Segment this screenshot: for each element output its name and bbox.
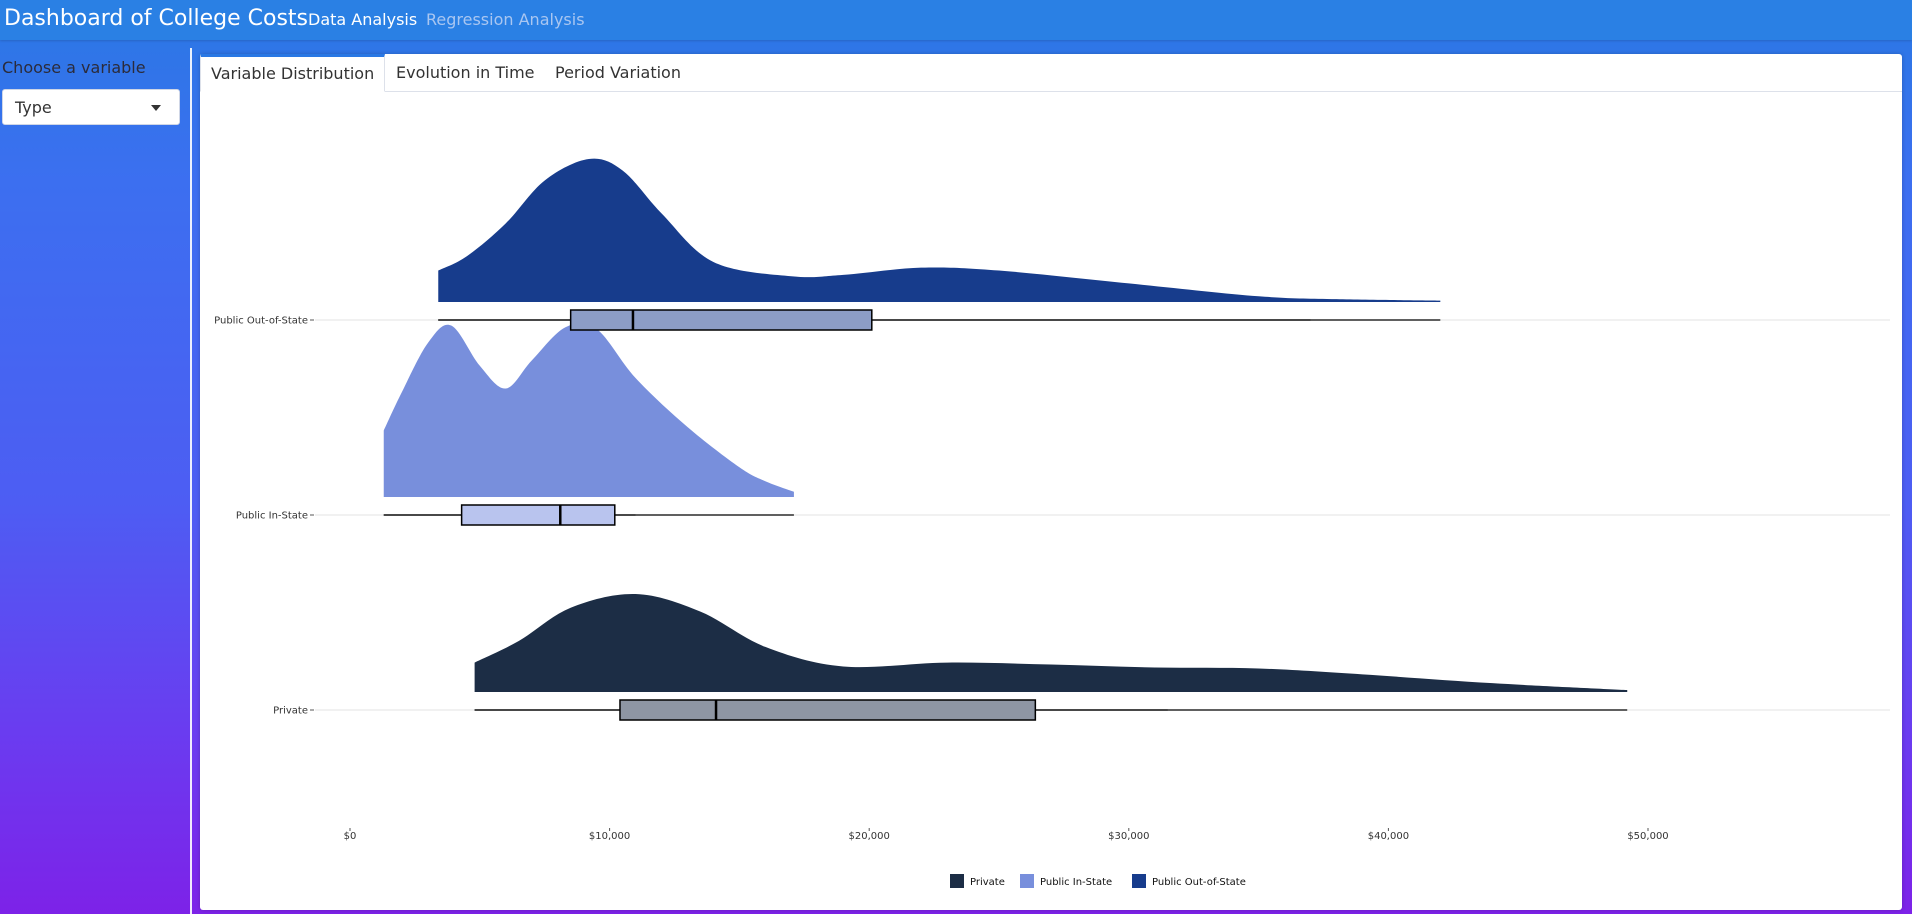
x-tick-label-5: $50,000 [1627,831,1668,842]
legend-label-public-in-state: Public In-State [1040,877,1112,888]
x-tick-label-3: $30,000 [1108,831,1149,842]
legend-swatch-public-in-state [1020,874,1034,888]
caret-down-icon [151,105,161,111]
y-label-public-in-state: Public In-State [236,511,308,522]
legend-swatch-public-out-of-state [1132,874,1146,888]
density-cloud-public-out-of-state [438,158,1441,302]
variable-select-value: Type [15,98,52,117]
nav-regression-analysis[interactable]: Regression Analysis [426,10,585,29]
tab-bar: Variable Distribution Evolution in Time … [200,54,1902,92]
tab-variable-distribution[interactable]: Variable Distribution [200,54,386,92]
x-tick-label-2: $20,000 [849,831,890,842]
y-axis-labels: Public Out-of-State Public In-State Privat… [214,316,314,717]
top-navbar: Dashboard of College Costs Data Analysis… [0,0,1912,40]
density-cloud-private [474,593,1628,692]
boxplots [383,309,1628,721]
app-title: Dashboard of College Costs [4,6,308,31]
variable-label: Choose a variable [2,58,146,77]
box-private [619,699,1037,721]
y-label-private: Private [273,706,308,717]
legend-label-public-out-of-state: Public Out-of-State [1152,877,1246,888]
main-panel: Variable Distribution Evolution in Time … [200,54,1902,910]
x-tick-label-4: $40,000 [1368,831,1409,842]
y-label-public-out-of-state: Public Out-of-State [214,316,308,327]
legend-swatch-private [950,874,964,888]
x-tick-label-1: $10,000 [589,831,630,842]
x-tick-label-0: $0 [344,831,357,842]
tab-evolution-in-time[interactable]: Evolution in Time [396,63,535,82]
variable-select[interactable]: Type [2,89,180,125]
nav-data-analysis[interactable]: Data Analysis [308,10,418,29]
box-public-out-of-state [569,309,873,331]
chart-legend: Private Public In-State Public Out-of-Stat… [950,874,1246,888]
sidebar-divider [190,48,192,914]
tab-period-variation[interactable]: Period Variation [555,63,681,82]
density-clouds [383,158,1628,692]
box-public-in-state [460,504,616,526]
x-axis-ticks: $0 $10,000 $20,000 $30,000 $40,000 $50,000 [344,828,1669,842]
density-cloud-public-in-state [383,322,794,497]
legend-label-private: Private [970,877,1005,888]
